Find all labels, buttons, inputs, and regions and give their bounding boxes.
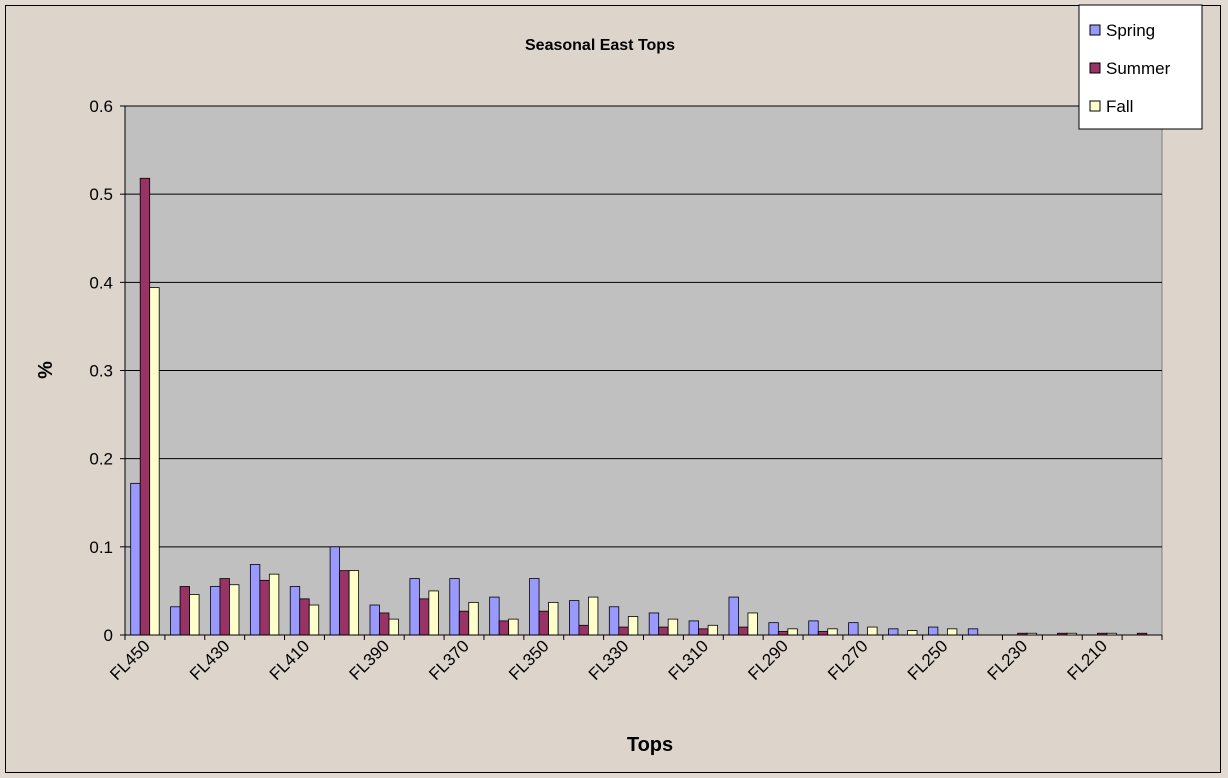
bar-spring-fl330 — [608, 606, 620, 636]
bar-fall-fl380 — [428, 590, 439, 636]
bar-fall-fl450 — [149, 287, 160, 636]
y-tick-label: 0.5 — [89, 185, 113, 204]
bar-fall-fl260 — [907, 630, 918, 636]
x-tick-label: FL330 — [585, 636, 633, 684]
y-tick-label: 0.6 — [89, 97, 113, 116]
bar-summer-fl370 — [458, 610, 470, 636]
bar-fall-fl270 — [867, 626, 878, 636]
bar-spring-fl420 — [249, 564, 261, 636]
x-tick-label: FL270 — [824, 636, 872, 684]
bar-fall-fl420 — [268, 573, 280, 636]
bar-summer-fl280 — [817, 631, 829, 636]
bar-fall-fl280 — [827, 628, 838, 636]
legend-swatch-summer — [1089, 62, 1101, 74]
bar-spring-fl410 — [289, 586, 301, 636]
legend-swatch-spring — [1089, 24, 1101, 36]
bar-fall-fl310 — [707, 624, 718, 636]
bar-summer-fl350 — [538, 610, 549, 636]
bar-fall-fl300 — [747, 612, 758, 636]
bar-fall-fl410 — [308, 604, 320, 636]
bar-spring-fl400 — [329, 546, 341, 636]
x-tick-label: FL390 — [346, 636, 394, 684]
bar-spring-fl450 — [130, 482, 141, 636]
y-tick-label: 0.3 — [89, 362, 113, 381]
bar-spring-fl310 — [688, 620, 699, 636]
x-tick-label: FL450 — [106, 636, 154, 684]
legend-swatch-fall — [1089, 100, 1101, 112]
bar-fall-fl400 — [348, 570, 360, 636]
chart-title: Seasonal East Tops — [525, 37, 675, 54]
bar-spring-fl350 — [529, 578, 540, 636]
bar-summer-fl300 — [738, 626, 749, 636]
bar-fall-fl430 — [229, 584, 240, 636]
y-tick-label: 0.4 — [89, 273, 113, 292]
gridlines — [120, 105, 1162, 636]
bar-summer-fl400 — [339, 570, 350, 636]
x-tick-label: FL210 — [1063, 636, 1111, 684]
y-tick-labels: 0 0.1 0.2 0.3 0.4 0.5 0.6 — [89, 97, 113, 645]
bar-spring-fl240 — [967, 628, 979, 636]
bar-summer-fl440 — [179, 586, 190, 636]
bar-spring-fl280 — [808, 620, 819, 636]
bar-summer-fl340 — [578, 624, 589, 636]
x-tick-labels: FL450 FL430 FL410 FL390 FL370 FL350 FL330 FL310… — [106, 636, 1111, 684]
x-tick-label: FL370 — [425, 636, 473, 684]
bar-summer-fl310 — [698, 628, 709, 636]
bar-fall-fl440 — [189, 594, 200, 636]
y-tick-label: 0 — [104, 626, 113, 645]
bar-fall-fl370 — [468, 601, 479, 636]
bar-fall-fl320 — [667, 618, 679, 636]
bar-spring-fl390 — [369, 604, 380, 636]
x-axis-title: Tops — [627, 734, 673, 756]
bar-spring-fl260 — [888, 628, 899, 636]
bar-fall-fl350 — [548, 601, 559, 636]
y-axis-title: % — [35, 361, 57, 379]
x-tick-label: FL310 — [665, 636, 713, 684]
bar-summer-fl320 — [658, 626, 669, 636]
bar-spring-fl340 — [569, 600, 580, 636]
x-tick-label: FL350 — [505, 636, 553, 684]
bar-summer-fl450 — [139, 177, 151, 636]
legend-label-fall: Fall — [1106, 97, 1133, 116]
legend-label-summer: Summer — [1106, 59, 1171, 78]
bar-spring-fl250 — [927, 626, 939, 636]
bar-summer-fl420 — [259, 579, 270, 636]
x-tick-label: FL250 — [904, 636, 952, 684]
bar-fall-fl340 — [588, 596, 599, 636]
legend-items: Spring Summer Fall — [1089, 21, 1171, 116]
bar-fall-fl360 — [508, 618, 519, 636]
x-tick-label: FL410 — [266, 636, 314, 684]
bar-summer-fl360 — [498, 620, 510, 636]
bar-fall-fl330 — [627, 616, 639, 636]
legend-label-spring: Spring — [1106, 21, 1155, 40]
bar-fall-fl290 — [787, 628, 798, 636]
bar-summer-fl390 — [379, 612, 390, 636]
x-tick-label: FL290 — [744, 636, 792, 684]
bar-summer-fl410 — [299, 598, 310, 636]
bar-spring-fl270 — [848, 622, 859, 636]
bar-spring-fl320 — [648, 612, 660, 636]
bar-spring-fl430 — [210, 586, 221, 636]
bar-summer-fl290 — [777, 631, 789, 636]
bar-spring-fl290 — [768, 622, 779, 636]
y-tick-label: 0.2 — [89, 450, 113, 469]
x-tick-label: FL430 — [186, 636, 234, 684]
bar-summer-fl430 — [219, 578, 230, 636]
bar-spring-fl380 — [409, 578, 420, 636]
bar-spring-fl370 — [449, 578, 460, 636]
axes — [124, 106, 1163, 640]
bar-summer-fl330 — [618, 626, 629, 636]
legend: Spring Summer Fall — [1078, 4, 1203, 130]
bar-fall-fl390 — [388, 618, 399, 636]
bar-spring-fl360 — [489, 596, 500, 636]
x-tick-label: FL230 — [984, 636, 1032, 684]
bars — [130, 177, 1148, 636]
y-tick-label: 0.1 — [89, 538, 113, 557]
bar-spring-fl300 — [728, 596, 739, 636]
bar-fall-fl250 — [946, 628, 958, 636]
bar-spring-fl440 — [170, 606, 181, 636]
bar-summer-fl380 — [418, 598, 430, 636]
